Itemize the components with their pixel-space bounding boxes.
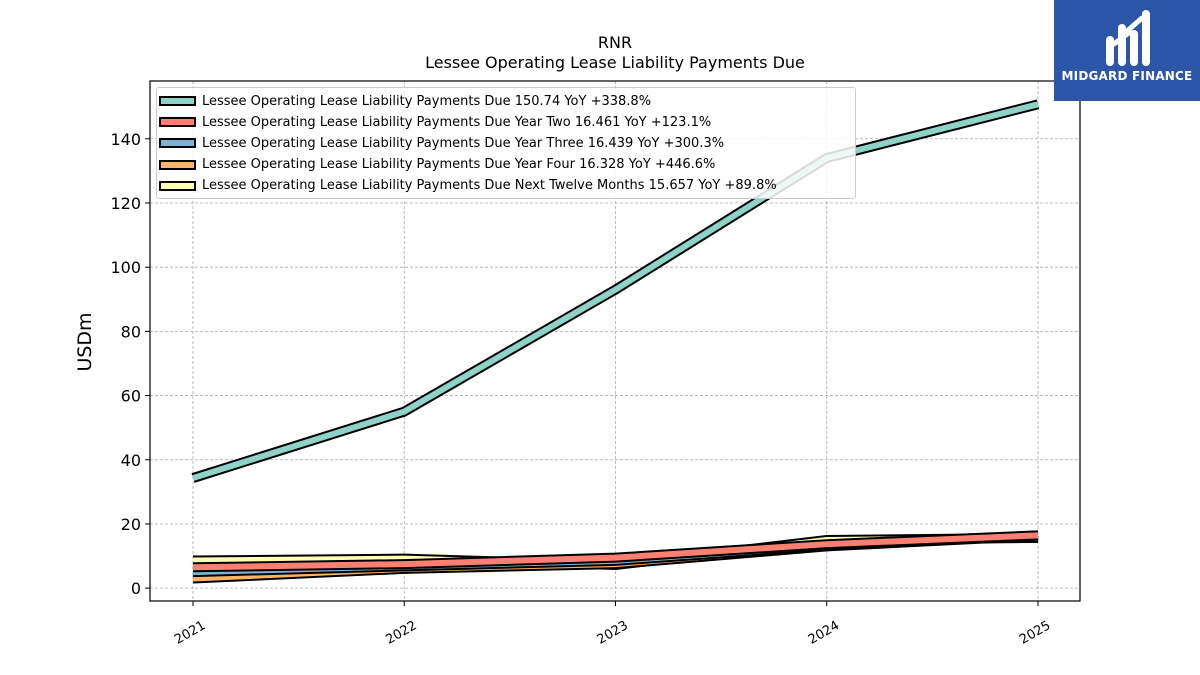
y-tick-label: 20 [121,515,141,534]
y-tick-label: 100 [110,258,141,277]
x-tick-label: 2023 [595,618,631,648]
series-lines [191,99,1040,584]
legend-label: Lessee Operating Lease Liability Payment… [202,157,716,173]
brand-logo: MIDGARD FINANCE [1054,0,1200,101]
legend-swatch [159,180,196,191]
legend-swatch [159,138,196,149]
chart-title: RNR [597,33,633,52]
legend-label: Lessee Operating Lease Liability Payment… [202,178,777,194]
x-tick-label: 2024 [806,618,842,648]
logo-mark-icon [1106,10,1150,66]
legend-swatch [159,159,196,170]
y-tick-label: 140 [110,130,141,149]
legend-swatch [159,96,196,106]
legend-label: Lessee Operating Lease Liability Payment… [202,135,725,151]
y-axis-label: USDm [74,312,96,371]
y-tick-label: 60 [121,387,141,406]
y-tick-label: 80 [121,322,141,341]
legend-item: Lessee Operating Lease Liability Payment… [159,112,711,132]
logo-text: MIDGARD FINANCE [1061,69,1193,83]
y-tick-label: 40 [121,451,141,470]
legend: Lessee Operating Lease Liability Payment… [156,87,856,199]
legend-swatch [159,117,196,128]
legend-label: Lessee Operating Lease Liability Payment… [202,114,712,130]
x-tick-label: 2022 [383,618,419,648]
x-tick-label: 2025 [1017,618,1053,648]
legend-item: Lessee Operating Lease Liability Payment… [159,176,777,196]
legend-label: Lessee Operating Lease Liability Payment… [202,93,652,109]
y-tick-label: 120 [110,194,141,213]
legend-item: Lessee Operating Lease Liability Payment… [159,91,651,111]
legend-item: Lessee Operating Lease Liability Payment… [159,155,715,175]
chart-subtitle: Lessee Operating Lease Liability Payment… [425,53,805,72]
y-tick-label: 0 [131,579,141,598]
legend-item: Lessee Operating Lease Liability Payment… [159,133,724,153]
x-tick-label: 2021 [172,618,208,648]
